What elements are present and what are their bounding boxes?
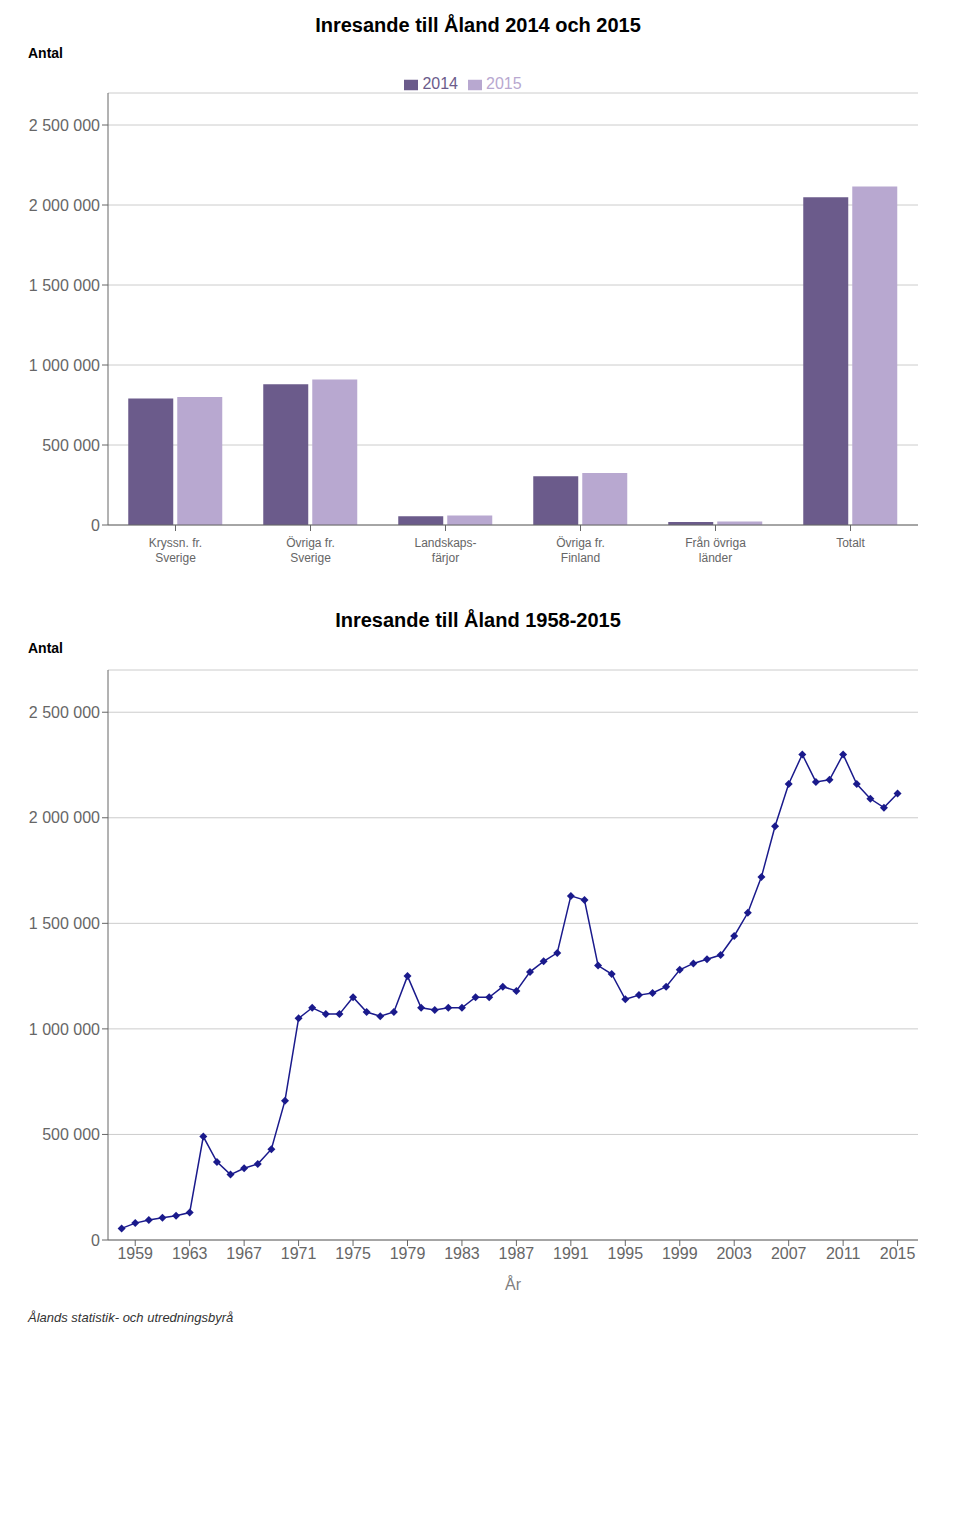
- svg-text:1983: 1983: [444, 1245, 480, 1262]
- html-text:Antal: Antal: [28, 640, 63, 656]
- svg-text:Övriga fr.Finland: Övriga fr.Finland: [556, 536, 605, 565]
- svg-text:1975: 1975: [335, 1245, 371, 1262]
- svg-text:1991: 1991: [553, 1245, 589, 1262]
- html-text:2015: 2015: [486, 75, 522, 92]
- svg-text:1971: 1971: [281, 1245, 317, 1262]
- svg-text:2011: 2011: [826, 1245, 861, 1262]
- svg-text:1 500 000: 1 500 000: [29, 915, 100, 932]
- svg-text:2015: 2015: [880, 1245, 916, 1262]
- svg-text:Totalt: Totalt: [836, 536, 865, 550]
- svg-text:2 500 000: 2 500 000: [29, 704, 100, 721]
- svg-text:Kryssn. fr.Sverige: Kryssn. fr.Sverige: [149, 536, 202, 565]
- svg-text:1959: 1959: [117, 1245, 153, 1262]
- html-text:Antal: Antal: [28, 45, 63, 61]
- svg-text:1 000 000: 1 000 000: [29, 1021, 100, 1038]
- svg-text:1995: 1995: [608, 1245, 644, 1262]
- svg-text:Landskaps-färjor: Landskaps-färjor: [414, 536, 476, 565]
- html-text:Inresande till Åland 2014 och: Inresande till Åland 2014 och 2015: [315, 14, 641, 36]
- svg-text:1987: 1987: [499, 1245, 535, 1262]
- svg-text:1967: 1967: [226, 1245, 262, 1262]
- svg-text:1963: 1963: [172, 1245, 208, 1262]
- html-text:Ålands statistik- och utrednin: Ålands statistik- och utredningsbyrå: [28, 1310, 234, 1325]
- svg-text:2 000 000: 2 000 000: [29, 197, 100, 214]
- svg-text:2007: 2007: [771, 1245, 807, 1262]
- svg-text:500 000: 500 000: [42, 1126, 100, 1143]
- svg-text:Övriga fr.Sverige: Övriga fr.Sverige: [286, 536, 335, 565]
- svg-text:0: 0: [91, 1232, 100, 1249]
- svg-text:År: År: [505, 1275, 522, 1293]
- svg-text:Från övrigaländer: Från övrigaländer: [685, 536, 746, 565]
- svg-text:0: 0: [91, 517, 100, 534]
- html-text:2014: 2014: [422, 75, 458, 92]
- svg-text:2 500 000: 2 500 000: [29, 117, 100, 134]
- svg-text:500 000: 500 000: [42, 437, 100, 454]
- svg-text:1 000 000: 1 000 000: [29, 357, 100, 374]
- svg-text:1979: 1979: [390, 1245, 426, 1262]
- svg-text:2 000 000: 2 000 000: [29, 809, 100, 826]
- svg-text:1 500 000: 1 500 000: [29, 277, 100, 294]
- svg-text:1999: 1999: [662, 1245, 698, 1262]
- svg-text:2003: 2003: [716, 1245, 752, 1262]
- html-text:Inresande till Åland 1958-2015: Inresande till Åland 1958-2015: [335, 609, 621, 631]
